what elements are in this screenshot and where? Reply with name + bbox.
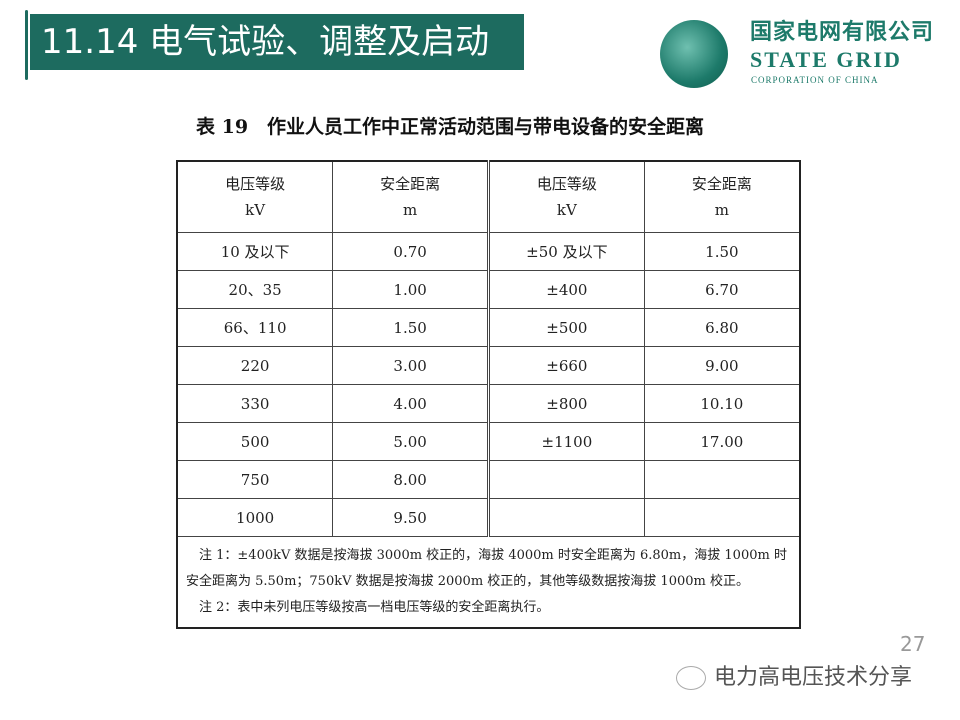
table-row: 1000 9.50 <box>176 498 801 537</box>
table-cell: 9.00 <box>643 346 801 385</box>
table-cell: ±400 <box>488 270 645 309</box>
header-cell: 安全距离 m <box>643 160 801 233</box>
table-row: 750 8.00 <box>176 460 801 499</box>
header-unit: m <box>403 201 418 219</box>
note-2: 注 2：表中未列电压等级按高一档电压等级的安全距离执行。 <box>186 600 550 615</box>
header-label: 安全距离 <box>691 175 752 193</box>
header-cell: 安全距离 m <box>332 160 490 233</box>
table-row: 66、110 1.50 ±500 6.80 <box>176 308 801 347</box>
wechat-icon <box>676 666 706 690</box>
table-cell: 3.00 <box>332 346 490 385</box>
table-cell: 330 <box>176 384 334 423</box>
header-cell: 电压等级 kV <box>488 160 645 233</box>
table-cell: 20、35 <box>176 270 334 309</box>
globe-logo-icon <box>660 20 728 88</box>
header-cell: 电压等级 kV <box>176 160 334 233</box>
safety-distance-table: 电压等级 kV 安全距离 m 电压等级 kV 安全距离 m 10 及以下 0.70 ±50 … <box>176 160 801 629</box>
table-cell: 10 及以下 <box>176 232 334 271</box>
watermark: 电力高电压技术分享 <box>676 664 912 692</box>
logo-cn: 国家电网有限公司 <box>750 20 935 45</box>
table-cell <box>643 498 801 537</box>
logo-sub: CORPORATION OF CHINA <box>751 75 879 85</box>
header-label: 电压等级 <box>536 175 597 193</box>
header-row: 电压等级 kV 安全距离 m 电压等级 kV 安全距离 m <box>176 160 801 233</box>
table-cell: ±1100 <box>488 422 645 461</box>
table-cell: ±500 <box>488 308 645 347</box>
watermark-text: 电力高电压技术分享 <box>714 665 913 690</box>
table-row: 20、35 1.00 ±400 6.70 <box>176 270 801 309</box>
table-cell: ±50 及以下 <box>488 232 645 271</box>
table-cell: ±800 <box>488 384 645 423</box>
table-cell: 1.50 <box>643 232 801 271</box>
table-row: 330 4.00 ±800 10.10 <box>176 384 801 423</box>
table-cell: 6.80 <box>643 308 801 347</box>
slide-title: 11.14 电气试验、调整及启动 <box>25 10 524 80</box>
notes: 注 1：±400kV 数据是按海拔 3000m 校正的，海拔 4000m 时安全… <box>176 536 801 629</box>
table-cell: 500 <box>176 422 334 461</box>
table-cell: 750 <box>176 460 334 499</box>
table-cell: 0.70 <box>332 232 490 271</box>
state-grid-logo: 国家电网有限公司 STATE GRID CORPORATION OF CHINA <box>660 20 950 90</box>
table-cell <box>488 460 645 499</box>
note-1: 注 1：±400kV 数据是按海拔 3000m 校正的，海拔 4000m 时安全… <box>186 548 787 589</box>
table-cell: 17.00 <box>643 422 801 461</box>
table-cell: 1.00 <box>332 270 490 309</box>
header-unit: kV <box>245 201 266 219</box>
table-row: 220 3.00 ±660 9.00 <box>176 346 801 385</box>
header-label: 安全距离 <box>380 175 441 193</box>
table-row: 10 及以下 0.70 ±50 及以下 1.50 <box>176 232 801 271</box>
table-cell <box>643 460 801 499</box>
table-cell: 5.00 <box>332 422 490 461</box>
table-cell: 1.50 <box>332 308 490 347</box>
table-caption: 表 19 作业人员工作中正常活动范围与带电设备的安全距离 <box>196 116 705 138</box>
header-unit: m <box>714 201 729 219</box>
table-cell: 10.10 <box>643 384 801 423</box>
table-cell: 4.00 <box>332 384 490 423</box>
table-row: 500 5.00 ±1100 17.00 <box>176 422 801 461</box>
table-cell: 9.50 <box>332 498 490 537</box>
table-cell: 220 <box>176 346 334 385</box>
table-cell: ±660 <box>488 346 645 385</box>
table-cell: 8.00 <box>332 460 490 499</box>
table-cell: 66、110 <box>176 308 334 347</box>
table-cell: 1000 <box>176 498 334 537</box>
table-cell <box>488 498 645 537</box>
logo-en: STATE GRID <box>750 47 902 72</box>
notes-row: 注 1：±400kV 数据是按海拔 3000m 校正的，海拔 4000m 时安全… <box>176 536 801 629</box>
page-number: 27 <box>900 632 926 656</box>
header-unit: kV <box>556 201 577 219</box>
header-label: 电压等级 <box>225 175 286 193</box>
table-cell: 6.70 <box>643 270 801 309</box>
